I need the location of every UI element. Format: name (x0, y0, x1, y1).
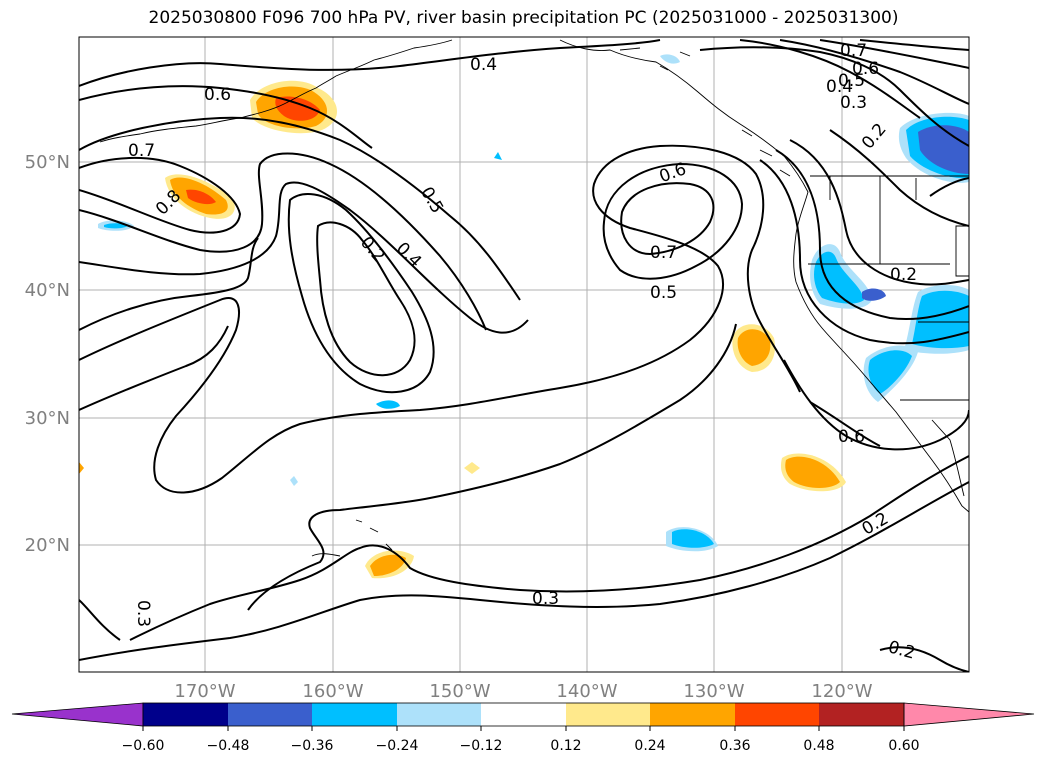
lon-labels: 170°W 160°W 150°W 140°W 130°W 120°W (174, 681, 872, 702)
map-frame (78, 36, 970, 673)
colorbar-tick-label: 0.60 (888, 738, 919, 754)
lat-label-20n: 20°N (25, 535, 70, 556)
contour-label: 0.4 (470, 55, 497, 75)
lon-label-120w: 120°W (811, 681, 872, 702)
colorbar-tick-label: 0.48 (803, 738, 834, 754)
colorbar-bin (819, 703, 904, 726)
lat-label-30n: 30°N (25, 408, 70, 429)
contour-label: 0.7 (650, 243, 677, 263)
contour-labels: 0.4 0.7 0.6 0.5 0.4 0.3 0.6 0.7 0.8 0.5 … (128, 41, 917, 664)
contour-label: 0.4 (392, 239, 425, 272)
lon-label-140w: 140°W (556, 681, 617, 702)
colorbar-bin (312, 703, 397, 726)
contour-label: 0.3 (532, 589, 559, 609)
lat-label-40n: 40°N (25, 280, 70, 301)
contour-label: 0.3 (133, 600, 153, 627)
colorbar-tick-label: −0.12 (460, 738, 503, 754)
colorbar-tick-label: 0.36 (719, 738, 750, 754)
colorbar-tick-label: −0.24 (376, 738, 419, 754)
contour-label: 0.2 (890, 265, 917, 285)
colorbar-tick-label: −0.36 (291, 738, 334, 754)
pv-contours (79, 39, 969, 672)
colorbar-extend-low (11, 702, 144, 727)
contour-label: 0.4 (826, 77, 853, 97)
lat-labels: 50°N 40°N 30°N 20°N (25, 152, 70, 556)
lon-label-170w: 170°W (174, 681, 235, 702)
map-area: 0.4 0.7 0.6 0.5 0.4 0.3 0.6 0.7 0.8 0.5 … (79, 37, 969, 672)
coastlines (99, 39, 969, 557)
colorbar-bin (481, 703, 566, 726)
colorbar-bin (735, 703, 819, 726)
colorbar-tick-label: 0.12 (550, 738, 581, 754)
colorbar-bin (397, 703, 481, 726)
colorbar-bin (650, 703, 735, 726)
contour-label: 0.7 (840, 41, 867, 61)
lon-label-150w: 150°W (429, 681, 490, 702)
contour-label: 0.6 (204, 85, 231, 105)
contour-label: 0.5 (650, 283, 677, 303)
contour-label: 0.2 (886, 637, 917, 663)
lat-label-50n: 50°N (25, 152, 70, 173)
contour-label: 0.3 (840, 93, 867, 113)
colorbar-tick-label: −0.48 (207, 738, 250, 754)
contour-label: 0.6 (838, 427, 865, 447)
colorbar-bin (566, 703, 650, 726)
contour-label: 0.6 (852, 59, 879, 79)
graticule (79, 37, 969, 672)
contour-label: 0.5 (416, 184, 447, 217)
colorbar-bin (143, 703, 228, 726)
contour-label: 0.2 (858, 120, 891, 154)
contour-label: 0.2 (859, 509, 892, 540)
contour-label: 0.7 (128, 141, 155, 161)
colorbar-extend-high (903, 702, 1035, 727)
lon-label-130w: 130°W (683, 681, 744, 702)
colorbar-tick-label: −0.60 (122, 738, 165, 754)
map-title: 2025030800 F096 700 hPa PV, river basin … (148, 8, 899, 28)
colorbar: −0.60 −0.48 −0.36 −0.24 −0.12 0.12 0.24 … (11, 702, 1035, 754)
contour-label: 0.5 (838, 71, 865, 91)
colorbar-tick-label: 0.24 (634, 738, 665, 754)
colorbar-bin (228, 703, 312, 726)
lon-label-160w: 160°W (302, 681, 363, 702)
